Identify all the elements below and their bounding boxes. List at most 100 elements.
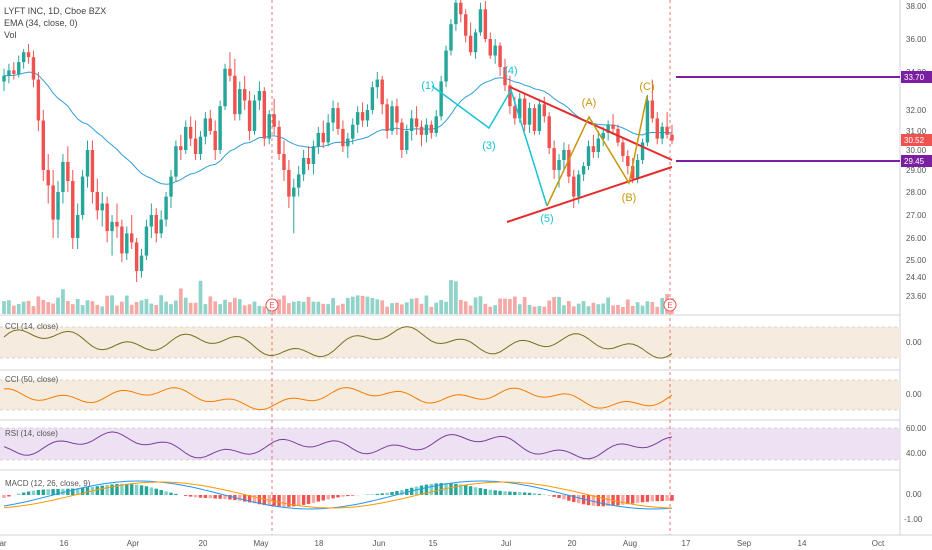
price-tick-label: 26.00 [906, 234, 927, 243]
macd-histogram-bar [488, 489, 492, 495]
candle-body [498, 45, 502, 68]
candle-body [380, 79, 384, 105]
macd-histogram-bar [134, 484, 139, 495]
volume-bar [282, 295, 286, 314]
volume-bar [223, 299, 227, 314]
candle-body [670, 134, 674, 141]
volume-bar [90, 301, 95, 314]
macd-histogram-bar [326, 495, 330, 500]
candle [537, 98, 542, 135]
volume-bar [228, 302, 232, 314]
candle-body [228, 68, 232, 76]
candle [640, 138, 645, 164]
candle [488, 32, 492, 59]
volume-bar [237, 299, 242, 314]
macd-histogram-bar [572, 495, 576, 503]
candle [238, 81, 242, 121]
candle [611, 114, 615, 135]
macd-histogram-bar [71, 488, 75, 495]
candle [233, 58, 237, 121]
candle [527, 102, 532, 133]
candle-body [576, 174, 581, 197]
rsi-line [3, 431, 673, 460]
candle-body [125, 233, 129, 254]
candle [316, 126, 321, 154]
volume-bar [454, 281, 458, 314]
macd-histogram-bar [390, 491, 394, 495]
candle-body [2, 75, 6, 82]
macd-tick-label: -1.00 [904, 515, 923, 524]
candle [292, 178, 296, 234]
volume-bar [429, 306, 434, 314]
macd-histogram-bar [247, 495, 252, 503]
candle-body [665, 126, 669, 135]
candle-body [478, 9, 483, 33]
macd-tick-label: 0.00 [906, 490, 922, 499]
volume-bar [336, 305, 340, 314]
candle [331, 100, 335, 131]
volume-bar [316, 301, 321, 314]
candle-body [252, 100, 257, 131]
candle [242, 75, 247, 110]
rsi-tick-label: 60.00 [906, 424, 927, 433]
time-tick-label: Apr [127, 539, 140, 548]
candle [125, 226, 129, 260]
rsi-band [0, 428, 900, 460]
volume-bar [404, 302, 409, 314]
candle-body [365, 110, 370, 121]
volume-bar [46, 302, 51, 314]
candle-body [51, 185, 55, 220]
candle [434, 110, 438, 137]
macd-histogram-bar [184, 495, 188, 496]
candle [154, 208, 158, 243]
volume-bar [444, 301, 448, 314]
level-tag-label: 29.45 [904, 157, 925, 166]
volume-bar [365, 296, 370, 314]
candle-body [71, 181, 75, 238]
candle [169, 170, 173, 209]
candle-body [80, 176, 85, 215]
macd-histogram-bar [36, 490, 41, 495]
time-tick-label: Aug [623, 539, 637, 548]
volume-bar [576, 303, 581, 314]
candle-body [296, 174, 301, 188]
macd-histogram-bar [473, 487, 478, 495]
macd-histogram-bar [159, 490, 163, 495]
macd-histogram-bar [66, 488, 70, 495]
candle-body [198, 136, 203, 154]
candle-body [134, 242, 139, 271]
last-price-label: 30.52 [904, 136, 925, 145]
candle [424, 118, 429, 143]
candle-body [552, 148, 556, 170]
candle [365, 104, 370, 127]
candle-body [650, 100, 655, 119]
candle [129, 215, 134, 249]
candle-body [547, 116, 551, 149]
candle [473, 29, 478, 59]
candle-body [557, 160, 561, 170]
volume-bar [291, 301, 296, 314]
candle [159, 210, 163, 238]
candle [493, 39, 497, 64]
volume-bar [385, 306, 389, 314]
macd-histogram-bar [483, 488, 488, 495]
wave-label: (1) [421, 80, 434, 92]
candle-body [26, 52, 31, 58]
volume-bar [149, 303, 154, 314]
candle [115, 203, 119, 238]
candle [228, 52, 232, 82]
macd-histogram-bar [341, 495, 345, 497]
candle [26, 43, 31, 64]
volume-bar [458, 299, 463, 314]
macd-histogram-bar [370, 494, 375, 495]
time-tick-label: 17 [682, 539, 691, 548]
volume-bar [449, 280, 453, 314]
macd-histogram-bar [626, 495, 630, 505]
macd-histogram-bar [139, 485, 144, 495]
candle-body [336, 108, 340, 129]
macd-histogram-bar [459, 484, 463, 495]
macd-histogram-bar [56, 488, 60, 495]
macd-histogram-bar [262, 495, 267, 506]
macd-histogram-bar [41, 489, 46, 495]
